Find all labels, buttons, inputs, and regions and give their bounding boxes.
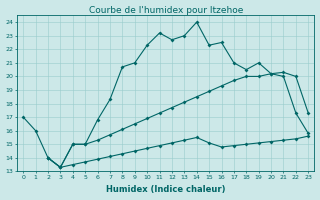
X-axis label: Humidex (Indice chaleur): Humidex (Indice chaleur) — [106, 185, 226, 194]
Title: Courbe de l'humidex pour Itzehoe: Courbe de l'humidex pour Itzehoe — [89, 6, 243, 15]
